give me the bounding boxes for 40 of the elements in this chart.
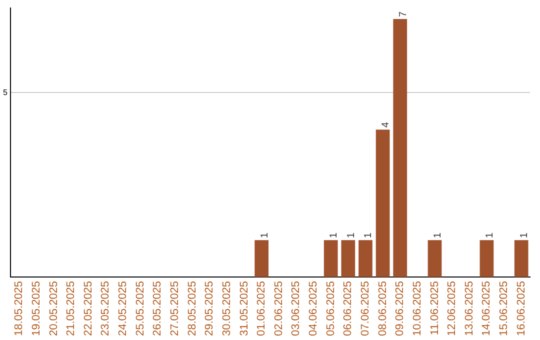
- x-tick-label: 01.06.2025: [256, 280, 268, 336]
- x-tick-label: 19.05.2025: [30, 280, 42, 336]
- x-tick-label: 10.06.2025: [411, 280, 424, 336]
- x-tick-label: 07.06.2025: [360, 280, 372, 336]
- x-tick-label: 08.06.2025: [376, 280, 389, 336]
- x-tick-label: 30.05.2025: [220, 280, 233, 336]
- x-tick-label: 14.06.2025: [480, 280, 493, 336]
- x-tick-label: 27.05.2025: [169, 280, 182, 336]
- x-tick-label: 12.06.2025: [446, 280, 458, 336]
- x-tick-label: 31.05.2025: [238, 280, 250, 336]
- x-tick-label: 15.06.2025: [498, 280, 510, 336]
- x-tick-label: 13.06.2025: [463, 280, 476, 336]
- x-tick-label: 21.05.2025: [65, 280, 78, 336]
- x-tick-label: 23.05.2025: [100, 280, 112, 336]
- data-label: 4: [380, 122, 392, 128]
- x-tick-label: 16.06.2025: [515, 280, 528, 336]
- x-tick-label: 29.05.2025: [204, 280, 216, 336]
- x-tick-label: 11.06.2025: [428, 280, 441, 336]
- x-tick-label: 25.05.2025: [134, 280, 146, 336]
- data-label: 1: [432, 232, 444, 238]
- x-tick-label: 06.06.2025: [342, 280, 354, 336]
- x-tick-label: 09.06.2025: [394, 280, 406, 336]
- x-tick-label: 03.06.2025: [290, 280, 302, 336]
- x-tick-label: 05.06.2025: [324, 280, 337, 336]
- x-tick-label: 02.06.2025: [272, 280, 285, 336]
- x-tick-label: 22.05.2025: [82, 280, 94, 336]
- data-label: 1: [484, 232, 496, 238]
- y-tick-label: 5: [2, 88, 8, 97]
- x-tick-label: 04.06.2025: [308, 280, 320, 336]
- x-tick-label: 24.05.2025: [117, 280, 130, 336]
- x-tick-label: 18.05.2025: [13, 280, 26, 336]
- data-label: 1: [363, 232, 374, 238]
- data-label: 1: [346, 232, 357, 238]
- x-tick-label: 26.05.2025: [152, 280, 164, 336]
- data-label: 7: [398, 11, 409, 18]
- x-tick-label: 28.05.2025: [186, 280, 198, 336]
- data-label: 1: [519, 232, 530, 238]
- data-label: 1: [328, 232, 340, 238]
- data-label: 1: [259, 232, 270, 238]
- x-tick-label: 20.05.2025: [48, 280, 60, 336]
